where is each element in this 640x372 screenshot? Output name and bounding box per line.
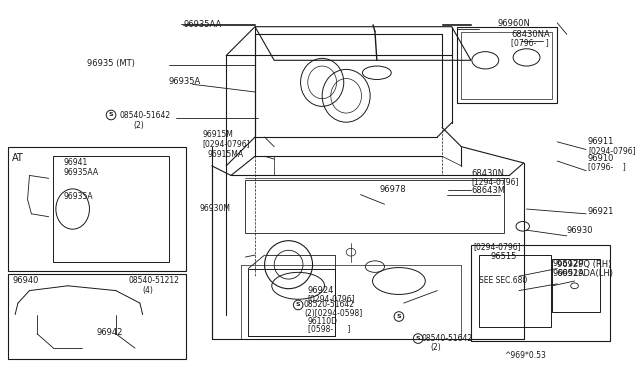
Text: 96929Q (RH): 96929Q (RH) [557,260,612,269]
Text: 96935A: 96935A [168,77,201,86]
Text: [1294-0796]: [1294-0796] [471,177,518,186]
Text: [0598-      ]: [0598- ] [308,324,350,333]
Text: 96930M: 96930M [199,204,230,213]
Bar [8,274,186,359]
Text: 96924: 96924 [308,286,334,295]
Bar [552,259,600,312]
Text: 68430NA: 68430NA [511,30,550,39]
Text: [0796-    ]: [0796- ] [588,162,626,171]
Text: AT: AT [12,153,24,163]
Text: 96935AA: 96935AA [183,20,221,29]
Text: 96935A: 96935A [63,192,93,201]
Text: (2)[0294-0598]: (2)[0294-0598] [304,309,362,318]
Text: (4): (4) [143,286,154,295]
Text: 96978: 96978 [380,185,406,194]
Text: 96929DA(LH): 96929DA(LH) [557,269,613,279]
Text: ^969*0.53: ^969*0.53 [504,351,547,360]
Text: [0294-0796]: [0294-0796] [588,146,636,155]
Bar [245,180,504,233]
Text: S: S [416,336,420,341]
Text: 08540-51642: 08540-51642 [421,334,472,343]
Bar [54,156,168,262]
Text: [0294-0796]: [0294-0796] [202,139,250,148]
Bar [8,147,186,272]
Text: 96910: 96910 [588,154,614,163]
Text: 96515: 96515 [490,252,516,261]
Text: (2): (2) [133,121,144,130]
Text: 68643M: 68643M [471,186,505,195]
Text: 96942: 96942 [97,328,123,337]
Bar [461,32,552,99]
Text: 96921: 96921 [588,207,614,216]
Text: S: S [296,302,301,308]
Bar [248,269,335,336]
Bar [479,255,550,327]
Text: 96930: 96930 [567,226,593,235]
Text: [0294-0796]: [0294-0796] [474,243,522,251]
Text: 68430N: 68430N [471,169,504,178]
Text: 96935 (MT): 96935 (MT) [87,59,135,68]
Bar [456,27,557,103]
Text: 96935AA: 96935AA [63,168,98,177]
Text: 96911: 96911 [588,137,614,146]
Text: 08520-51642: 08520-51642 [304,300,355,309]
Text: 96940: 96940 [12,276,38,285]
Text: (2): (2) [431,343,442,352]
Text: 96951A: 96951A [552,269,584,278]
Text: 96960N: 96960N [498,19,531,28]
Text: [0294-0796]: [0294-0796] [308,294,355,304]
Text: 96941: 96941 [63,158,87,167]
Bar [471,246,610,341]
Text: SEE SEC.680: SEE SEC.680 [479,276,527,285]
Text: S: S [109,112,113,118]
Text: 96915MA: 96915MA [207,150,243,158]
Text: S: S [397,314,401,319]
Text: 96110D: 96110D [308,317,338,326]
Text: 96512P: 96512P [552,259,584,268]
Text: 08540-51642: 08540-51642 [120,111,171,120]
Text: 96915M: 96915M [202,130,233,140]
Text: 08540-51212: 08540-51212 [129,276,179,285]
Text: [0796-    ]: [0796- ] [511,38,549,47]
